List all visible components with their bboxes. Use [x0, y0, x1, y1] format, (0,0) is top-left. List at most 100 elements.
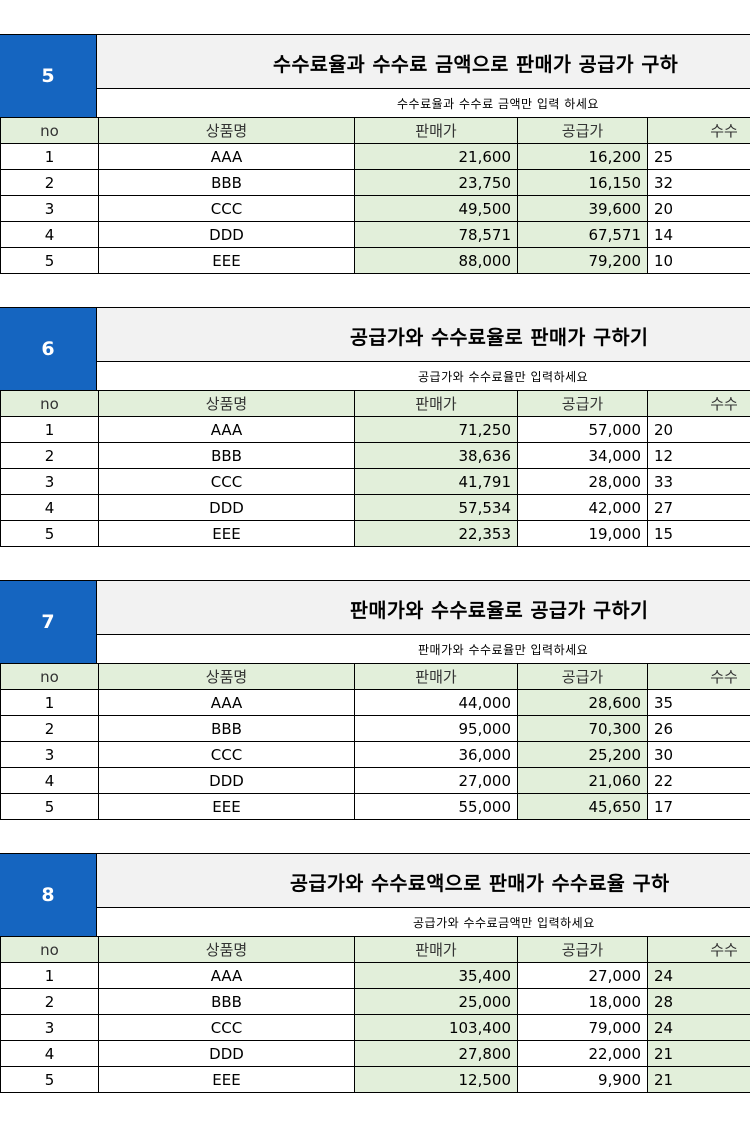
col-header-product[interactable]: 상품명: [98, 117, 355, 144]
section-instruction-cell[interactable]: 수수료율과 수수료 금액만 입력 하세요: [97, 89, 750, 117]
cell-no[interactable]: 4: [0, 1040, 99, 1067]
cell-sale-price[interactable]: 49,500: [354, 195, 518, 222]
cell-fee[interactable]: 25: [647, 143, 750, 170]
cell-no[interactable]: 1: [0, 143, 99, 170]
cell-supply-price[interactable]: 42,000: [517, 494, 648, 521]
cell-supply-price[interactable]: 70,300: [517, 715, 648, 742]
cell-fee[interactable]: 20: [647, 416, 750, 443]
cell-fee[interactable]: 26: [647, 715, 750, 742]
section-instruction-cell[interactable]: 판매가와 수수료율만 입력하세요: [97, 635, 750, 663]
cell-supply-price[interactable]: 18,000: [517, 988, 648, 1015]
cell-fee[interactable]: 24: [647, 1014, 750, 1041]
cell-fee[interactable]: 21: [647, 1066, 750, 1093]
cell-no[interactable]: 1: [0, 416, 99, 443]
cell-supply-price[interactable]: 28,000: [517, 468, 648, 495]
cell-sale-price[interactable]: 35,400: [354, 962, 518, 989]
cell-sale-price[interactable]: 95,000: [354, 715, 518, 742]
col-header-fee[interactable]: 수수: [647, 663, 750, 690]
cell-supply-price[interactable]: 21,060: [517, 767, 648, 794]
cell-supply-price[interactable]: 28,600: [517, 689, 648, 716]
cell-fee[interactable]: 21: [647, 1040, 750, 1067]
cell-sale-price[interactable]: 41,791: [354, 468, 518, 495]
cell-product[interactable]: EEE: [98, 793, 355, 820]
cell-product[interactable]: BBB: [98, 442, 355, 469]
cell-sale-price[interactable]: 22,353: [354, 520, 518, 547]
cell-no[interactable]: 2: [0, 169, 99, 196]
col-header-product[interactable]: 상품명: [98, 663, 355, 690]
col-header-no[interactable]: no: [0, 663, 99, 690]
section-title-cell[interactable]: 공급가와 수수료율로 판매가 구하기: [97, 307, 750, 362]
cell-sale-price[interactable]: 12,500: [354, 1066, 518, 1093]
cell-no[interactable]: 3: [0, 1014, 99, 1041]
cell-product[interactable]: BBB: [98, 988, 355, 1015]
cell-product[interactable]: BBB: [98, 169, 355, 196]
section-title-cell[interactable]: 수수료율과 수수료 금액으로 판매가 공급가 구하: [97, 34, 750, 89]
section-instruction-cell[interactable]: 공급가와 수수료금액만 입력하세요: [97, 908, 750, 936]
cell-sale-price[interactable]: 27,800: [354, 1040, 518, 1067]
cell-fee[interactable]: 27: [647, 494, 750, 521]
cell-no[interactable]: 4: [0, 221, 99, 248]
cell-sale-price[interactable]: 78,571: [354, 221, 518, 248]
cell-no[interactable]: 2: [0, 442, 99, 469]
cell-product[interactable]: EEE: [98, 247, 355, 274]
cell-sale-price[interactable]: 55,000: [354, 793, 518, 820]
cell-supply-price[interactable]: 25,200: [517, 741, 648, 768]
col-header-supply-price[interactable]: 공급가: [517, 936, 648, 963]
cell-sale-price[interactable]: 23,750: [354, 169, 518, 196]
col-header-product[interactable]: 상품명: [98, 936, 355, 963]
cell-supply-price[interactable]: 67,571: [517, 221, 648, 248]
cell-product[interactable]: AAA: [98, 689, 355, 716]
col-header-sale-price[interactable]: 판매가: [354, 663, 518, 690]
col-header-fee[interactable]: 수수: [647, 936, 750, 963]
cell-supply-price[interactable]: 19,000: [517, 520, 648, 547]
cell-product[interactable]: CCC: [98, 195, 355, 222]
cell-no[interactable]: 2: [0, 715, 99, 742]
col-header-supply-price[interactable]: 공급가: [517, 663, 648, 690]
cell-product[interactable]: DDD: [98, 494, 355, 521]
cell-fee[interactable]: 24: [647, 962, 750, 989]
cell-product[interactable]: AAA: [98, 143, 355, 170]
cell-fee[interactable]: 10: [647, 247, 750, 274]
cell-no[interactable]: 5: [0, 520, 99, 547]
cell-fee[interactable]: 12: [647, 442, 750, 469]
cell-sale-price[interactable]: 21,600: [354, 143, 518, 170]
cell-sale-price[interactable]: 103,400: [354, 1014, 518, 1041]
section-title-cell[interactable]: 판매가와 수수료율로 공급가 구하기: [97, 580, 750, 635]
cell-sale-price[interactable]: 57,534: [354, 494, 518, 521]
cell-sale-price[interactable]: 36,000: [354, 741, 518, 768]
cell-product[interactable]: CCC: [98, 1014, 355, 1041]
cell-product[interactable]: BBB: [98, 715, 355, 742]
cell-product[interactable]: EEE: [98, 1066, 355, 1093]
cell-supply-price[interactable]: 16,200: [517, 143, 648, 170]
col-header-no[interactable]: no: [0, 117, 99, 144]
cell-fee[interactable]: 28: [647, 988, 750, 1015]
section-title-cell[interactable]: 공급가와 수수료액으로 판매가 수수료율 구하: [97, 853, 750, 908]
cell-sale-price[interactable]: 44,000: [354, 689, 518, 716]
cell-supply-price[interactable]: 16,150: [517, 169, 648, 196]
col-header-sale-price[interactable]: 판매가: [354, 117, 518, 144]
cell-no[interactable]: 5: [0, 1066, 99, 1093]
cell-fee[interactable]: 35: [647, 689, 750, 716]
cell-no[interactable]: 5: [0, 247, 99, 274]
cell-sale-price[interactable]: 25,000: [354, 988, 518, 1015]
cell-no[interactable]: 1: [0, 689, 99, 716]
col-header-fee[interactable]: 수수: [647, 390, 750, 417]
cell-fee[interactable]: 15: [647, 520, 750, 547]
cell-no[interactable]: 2: [0, 988, 99, 1015]
cell-fee[interactable]: 14: [647, 221, 750, 248]
cell-supply-price[interactable]: 27,000: [517, 962, 648, 989]
cell-product[interactable]: CCC: [98, 741, 355, 768]
section-number-cell[interactable]: 6: [0, 307, 97, 390]
col-header-fee[interactable]: 수수: [647, 117, 750, 144]
cell-sale-price[interactable]: 71,250: [354, 416, 518, 443]
col-header-supply-price[interactable]: 공급가: [517, 117, 648, 144]
col-header-sale-price[interactable]: 판매가: [354, 936, 518, 963]
cell-product[interactable]: AAA: [98, 416, 355, 443]
cell-fee[interactable]: 22: [647, 767, 750, 794]
cell-product[interactable]: EEE: [98, 520, 355, 547]
cell-supply-price[interactable]: 39,600: [517, 195, 648, 222]
section-number-cell[interactable]: 7: [0, 580, 97, 663]
cell-sale-price[interactable]: 38,636: [354, 442, 518, 469]
col-header-product[interactable]: 상품명: [98, 390, 355, 417]
section-number-cell[interactable]: 8: [0, 853, 97, 936]
